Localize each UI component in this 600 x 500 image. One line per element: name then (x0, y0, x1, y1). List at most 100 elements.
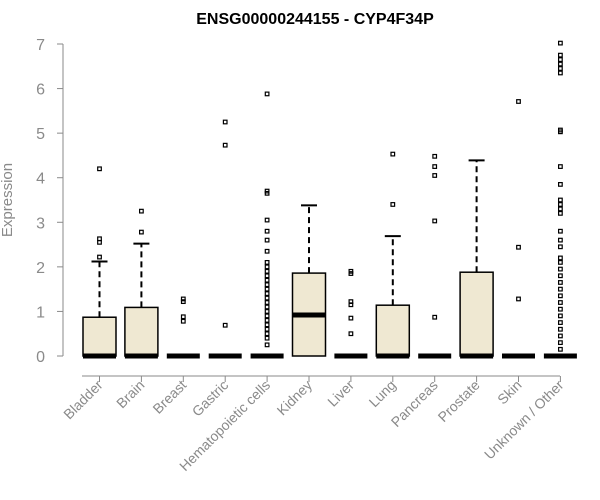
outlier-point (557, 70, 563, 76)
outlier-point (557, 255, 563, 261)
outlier-point (557, 127, 563, 133)
outlier-point (432, 164, 438, 169)
y-tick-label: 1 (36, 304, 45, 321)
outlier-point (557, 40, 563, 46)
x-tick-label: Skin (494, 377, 525, 408)
outlier-point (264, 286, 270, 292)
outlier-point (264, 295, 270, 301)
outlier-point (180, 314, 186, 320)
x-tick-label: Brain (113, 377, 147, 411)
outlier-point (557, 202, 563, 207)
outlier-point (97, 166, 102, 172)
outlier-point (557, 52, 563, 58)
outlier-point (516, 99, 521, 104)
x-tick-label: Unknown / Other (481, 377, 567, 463)
outlier-point (516, 296, 521, 302)
outlier-point (557, 164, 563, 169)
box-group (166, 296, 200, 359)
outlier-point (557, 57, 563, 62)
outlier-point (264, 326, 270, 332)
outlier-point (557, 182, 563, 187)
outlier-point (264, 217, 270, 223)
y-tick-label: 4 (36, 171, 45, 188)
y-tick-label: 3 (36, 215, 45, 232)
outlier-point (264, 248, 270, 254)
box-rect (82, 316, 117, 357)
box-group (334, 268, 368, 359)
box-group (418, 153, 452, 359)
outlier-point (557, 306, 563, 312)
outlier-point (180, 299, 186, 305)
outlier-point (264, 304, 270, 310)
y-ticks: 0 1 2 3 4 5 6 7 (36, 37, 63, 366)
outlier-point (557, 237, 563, 243)
outlier-point (139, 229, 144, 235)
outlier-point (557, 61, 563, 67)
x-tick-label: Pancreas (388, 377, 441, 430)
outlier-point (557, 66, 563, 71)
x-tick-label: Lung (366, 377, 399, 410)
outlier-point (557, 346, 563, 352)
box-group (291, 204, 327, 357)
box-rect (124, 306, 159, 357)
outlier-point (557, 228, 563, 234)
outlier-point (264, 264, 270, 270)
y-tick-label: 6 (36, 82, 45, 99)
outlier-point (264, 322, 270, 328)
outlier-point (222, 119, 228, 125)
outlier-point (264, 291, 270, 296)
outlier-point (557, 266, 563, 272)
outlier-point (264, 335, 270, 341)
y-tick-label: 7 (36, 37, 45, 54)
x-tick-label: Prostate (435, 377, 483, 425)
outlier-point (557, 280, 563, 285)
box-group (502, 99, 535, 359)
outlier-point (390, 202, 396, 207)
outlier-point (557, 333, 563, 339)
x-tick-label: Kidney (274, 377, 316, 419)
outlier-point (222, 142, 228, 148)
outlier-point (264, 277, 270, 283)
box-group (208, 119, 242, 359)
outlier-point (264, 228, 270, 234)
outlier-point (264, 237, 270, 243)
y-tick-label: 5 (36, 126, 45, 143)
outlier-point (222, 322, 228, 328)
outlier-point (557, 313, 563, 319)
outlier-point (557, 326, 563, 332)
outlier-point (180, 296, 186, 302)
outlier-point (97, 254, 102, 260)
outlier-point (264, 273, 270, 279)
outlier-point (264, 282, 270, 288)
outlier-point (180, 318, 186, 324)
box-rect (375, 304, 411, 357)
y-tick-label: 2 (36, 260, 45, 277)
box-group (250, 91, 284, 359)
outlier-point (557, 210, 563, 216)
outlier-point (348, 331, 354, 337)
outlier-point (264, 342, 270, 348)
x-tick-label: Liver (324, 377, 357, 410)
outlier-point (432, 153, 438, 159)
outlier-point (264, 260, 270, 265)
outlier-point (557, 197, 563, 203)
outlier-point (139, 208, 144, 214)
outlier-point (432, 173, 438, 178)
outlier-point (557, 286, 563, 292)
outlier-point (264, 188, 270, 194)
outlier-point (348, 268, 354, 274)
box-group (375, 151, 411, 359)
outlier-point (557, 260, 563, 265)
outlier-point (557, 300, 563, 305)
outlier-point (557, 206, 563, 212)
outlier-point (264, 91, 270, 97)
outlier-point (264, 317, 270, 323)
outlier-point (557, 293, 563, 299)
outlier-point (97, 236, 102, 242)
box-group (82, 166, 117, 359)
box-group (459, 159, 494, 359)
outlier-point (264, 313, 270, 319)
outlier-point (557, 320, 563, 325)
